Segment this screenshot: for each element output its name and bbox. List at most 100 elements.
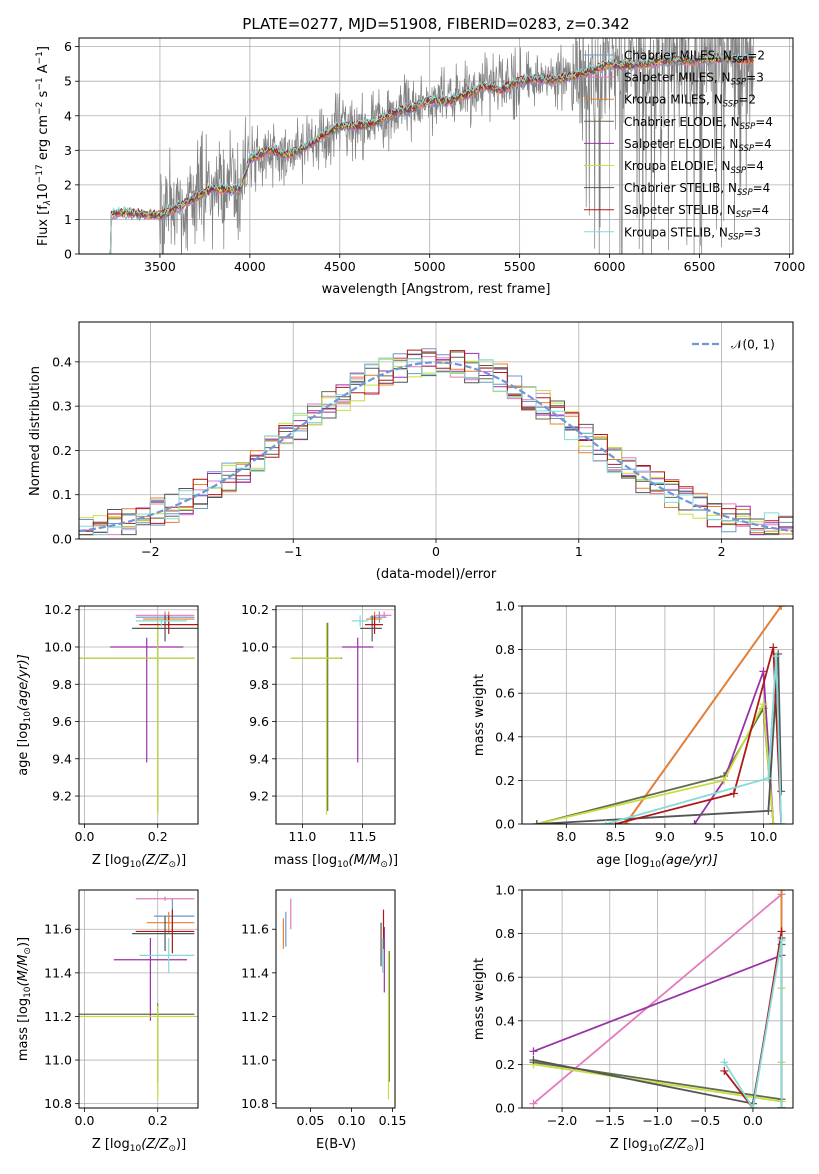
label-part: (Z/Z (141, 853, 169, 868)
x-tick-label: 0.2 (148, 1113, 168, 1128)
y-tick-label: 0.3 (52, 399, 72, 414)
y-tick-label: 1.0 (495, 883, 515, 898)
x-tick-label: −1.5 (595, 1113, 625, 1128)
x-axis-label: (data-model)/error (376, 567, 497, 582)
weight-vs-age-plot-area (532, 606, 786, 824)
legend-entry: Kroupa ELODIE, NSSP=4 (624, 159, 764, 176)
label-part: (M/M (16, 955, 31, 987)
x-tick-label: 4500 (324, 259, 356, 274)
weight-marker-salpeter_stelib (720, 1066, 729, 1075)
label-part: (M/M (349, 853, 381, 868)
age-vs-mass-plot-area (290, 611, 392, 815)
weight-vs-age-frame (521, 605, 794, 825)
y-axis-label: age [log10(age/yr)] (16, 654, 33, 776)
age-vs-z-plot-area (79, 611, 198, 815)
weight-line-chabrier_elodie (536, 705, 775, 824)
y-tick-label: 0.8 (495, 642, 515, 657)
x-tick-label: 8.5 (606, 829, 626, 844)
spectrum-data-line (106, 38, 754, 254)
weight-marker-kroupa_stelib (764, 774, 773, 783)
y-tick-label: 0.8 (495, 926, 515, 941)
y-tick-label: 9.4 (52, 751, 72, 766)
y-tick-label: 0.2 (52, 443, 72, 458)
y-tick-label: 11.6 (241, 922, 269, 937)
y-tick-label: 10.0 (44, 639, 72, 654)
label-part: =4 (754, 137, 772, 151)
x-tick-label: 8.0 (556, 829, 576, 844)
weight-marker-kroupa_stelib (777, 936, 786, 945)
label-part: =4 (755, 115, 773, 129)
x-tick-label: 11.5 (349, 829, 377, 844)
label-part: ⊙ (168, 860, 176, 870)
label-part: N (714, 93, 723, 107)
label-part: s (36, 90, 51, 101)
label-part: SSP (731, 78, 747, 88)
y-tick-label: 0.4 (52, 354, 72, 369)
label-part: N (731, 115, 740, 129)
y-tick-label: 3 (64, 143, 72, 158)
x-tick-label: 5000 (414, 259, 446, 274)
x-tick-label: 1 (575, 544, 583, 559)
label-part: −1 (35, 51, 45, 64)
weight-marker-salpeter_elodie (529, 1047, 538, 1056)
y-tick-label: 9.8 (52, 677, 72, 692)
model-line-chabrier_stelib (106, 53, 754, 254)
residuals-frame (78, 321, 794, 540)
label-part: Salpeter ELODIE, (624, 137, 729, 151)
mass-vs-ebv-plot-area (282, 898, 390, 1100)
y-tick-label: 10.2 (241, 602, 269, 617)
y-tick-label: 6 (64, 39, 72, 54)
x-axis-label: Z [log10(Z/Z⊙)] (92, 853, 186, 870)
y-tick-label: 10.8 (44, 1096, 72, 1111)
x-tick-label: 3500 (144, 259, 176, 274)
y-tick-label: 0.2 (495, 1057, 515, 1072)
label-part: SSP (737, 188, 753, 198)
label-part: ⊙ (23, 947, 33, 955)
y-axis-label: mass [log10(M/M⊙)] (16, 937, 33, 1061)
legend-entry: Kroupa MILES, NSSP=2 (624, 93, 756, 110)
x-axis-label: age [log10(age/yr)] (596, 853, 718, 870)
weight-marker-salpeter_stelib (729, 789, 738, 798)
y-tick-label: 1.0 (495, 599, 515, 614)
model-line-kroupa_stelib (106, 52, 754, 254)
legend-entry: Chabrier MILES, NSSP=2 (624, 49, 765, 66)
y-tick-label: 10.2 (44, 602, 72, 617)
label-part: Z [log (92, 853, 130, 868)
y-tick-label: 9.4 (249, 751, 269, 766)
residuals-plot-area (79, 348, 793, 536)
y-tick-label: 0 (64, 247, 72, 262)
label-part: age [log (16, 723, 31, 776)
weight-vs-z-frame (521, 889, 794, 1109)
y-tick-label: 0.6 (495, 686, 515, 701)
label-part: mass [log (16, 998, 31, 1061)
x-tick-label: 6500 (684, 259, 716, 274)
label-part: ⊙ (380, 860, 388, 870)
label-part: A (36, 64, 51, 77)
label-part: Flux [f (36, 205, 51, 246)
label-part: 10 (130, 1144, 142, 1154)
x-tick-label: 4000 (234, 259, 266, 274)
x-tick-label: 10.0 (750, 829, 778, 844)
label-part: 10 (36, 183, 51, 200)
y-tick-label: 9.2 (52, 789, 72, 804)
y-tick-label: 11.6 (44, 922, 72, 937)
x-tick-label: 9.0 (655, 829, 675, 844)
label-part: age [log (596, 853, 649, 868)
x-tick-label: 2 (718, 544, 726, 559)
weight-line-salpeter_elodie (533, 954, 782, 1053)
label-part: =2 (738, 93, 756, 107)
y-tick-label: 1 (64, 212, 72, 227)
y-axis-label: Normed distribution (28, 366, 43, 496)
normal-curve (79, 361, 793, 533)
label-part: (age/yr)] (661, 853, 718, 868)
weight-marker-salpeter_elodie (690, 820, 699, 824)
y-tick-label: 0.2 (495, 773, 515, 788)
spectrum-plot-area (106, 38, 754, 254)
weight-vs-age-axes: 8.0 8.5 9.0 9.5 10.0 0.0 0.2 0.4 0.6 0.8 1.0 (495, 599, 794, 844)
legend-entry: Salpeter STELIB, NSSP=4 (624, 203, 769, 220)
y-tick-label: 10.0 (241, 639, 269, 654)
label-part: =4 (751, 203, 769, 217)
label-part: −2 (35, 102, 45, 115)
